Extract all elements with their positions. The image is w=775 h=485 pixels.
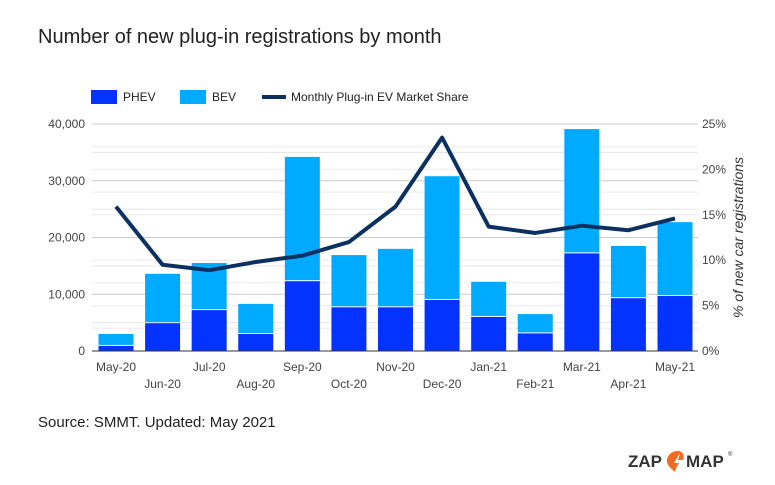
x-tick-label: Nov-20 [376, 360, 415, 374]
x-tick-label: Apr-21 [610, 377, 646, 391]
legend-label-line: Monthly Plug-in EV Market Share [291, 90, 469, 104]
y2-axis-label: % of new car registrations [730, 157, 746, 318]
chart: 0 10,000 20,000 30,000 40,000 0% 5% 10% 15% 20% 25… [48, 90, 746, 391]
bar-phev [517, 333, 553, 351]
y2-tick-label: 25% [702, 117, 726, 131]
y-tick-label: 30,000 [48, 174, 85, 188]
y2-tick-label: 10% [702, 253, 726, 267]
svg-text:ZAP: ZAP [628, 452, 662, 471]
bar-bev [145, 273, 181, 323]
source-note: Source: SMMT. Updated: May 2021 [38, 414, 276, 431]
bar-bev [564, 129, 600, 253]
bar-bev [284, 156, 320, 281]
x-tick-label: Sep-20 [283, 360, 322, 374]
legend-label-phev: PHEV [123, 90, 156, 104]
bar-bev [657, 222, 693, 295]
legend-swatch-phev [91, 90, 117, 104]
bar-bev [331, 255, 367, 307]
bar-phev [331, 307, 367, 351]
zap-map-logo: ZAP MAP ® [628, 448, 738, 479]
y2-tick-label: 5% [702, 299, 720, 313]
bar-phev [564, 253, 600, 351]
x-tick-label: Mar-21 [563, 360, 601, 374]
y-tick-label: 10,000 [48, 287, 85, 301]
x-tick-label: Jan-21 [470, 360, 507, 374]
x-tick-label: Dec-20 [423, 377, 462, 391]
bar-phev [98, 345, 134, 351]
bar-phev [610, 298, 646, 351]
bar-phev [657, 295, 693, 351]
market-share-line [114, 135, 676, 273]
bar-bev [378, 248, 413, 307]
bar-phev [238, 333, 274, 351]
y2-tick-label: 20% [702, 162, 726, 176]
x-tick-label: Aug-20 [236, 377, 275, 391]
bar-phev [378, 307, 413, 351]
x-tick-label: Jun-20 [144, 377, 181, 391]
legend-swatch-bev [180, 90, 206, 104]
y-tick-label: 0 [78, 344, 85, 358]
chart-title: Number of new plug-in registrations by m… [38, 26, 442, 48]
y2-tick-label: 15% [702, 208, 726, 222]
bar-bev [238, 303, 274, 333]
y-tick-label: 40,000 [48, 117, 85, 131]
bar-phev [424, 299, 460, 351]
bar-bev [517, 314, 553, 333]
y-tick-label: 20,000 [48, 231, 85, 245]
bar-bev [610, 246, 646, 298]
x-tick-label: May-20 [96, 360, 136, 374]
bar-bev [424, 176, 460, 299]
x-tick-label: Jul-20 [193, 360, 226, 374]
svg-text:MAP: MAP [686, 452, 724, 471]
bar-phev [191, 310, 227, 351]
bar-bev [471, 281, 507, 316]
x-tick-label: Oct-20 [331, 377, 367, 391]
bar-bev [98, 333, 134, 345]
bar-phev [145, 323, 181, 351]
x-tick-label: Feb-21 [516, 377, 554, 391]
legend-label-bev: BEV [212, 90, 236, 104]
bar-phev [284, 281, 320, 351]
svg-text:®: ® [728, 451, 733, 458]
x-tick-label: May-21 [655, 360, 695, 374]
y2-tick-label: 0% [702, 344, 720, 358]
bar-phev [471, 316, 507, 351]
